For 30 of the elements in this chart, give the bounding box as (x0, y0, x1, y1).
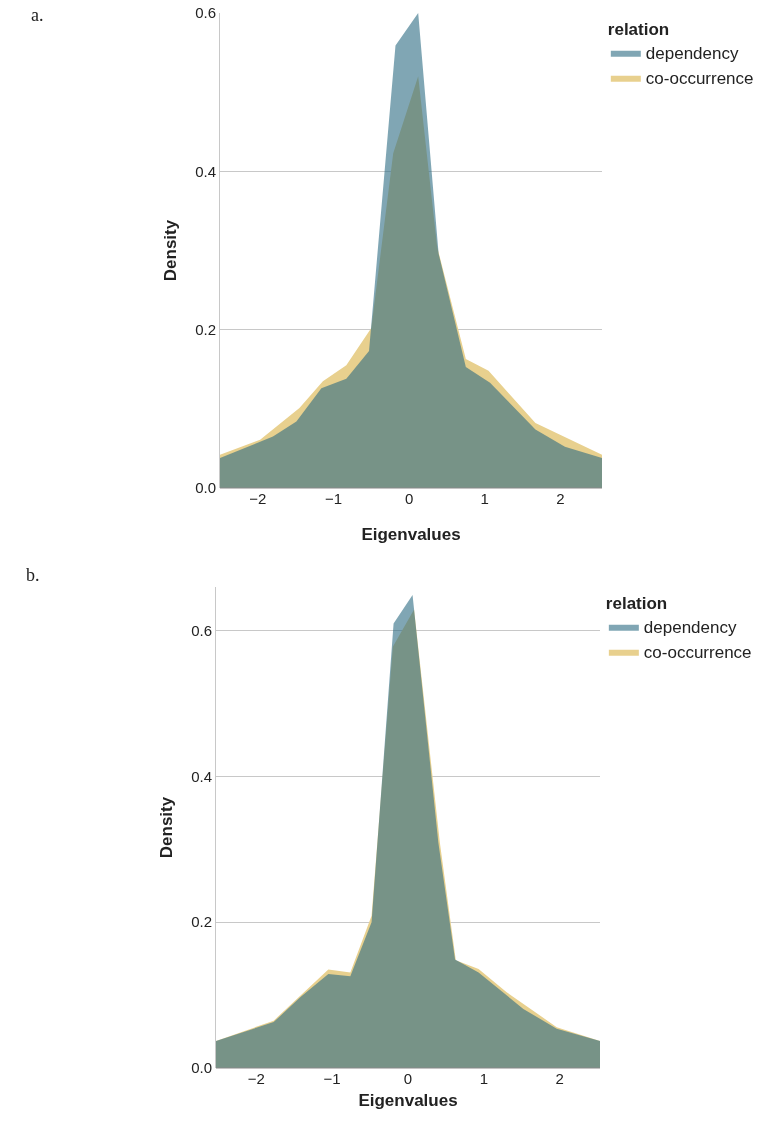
x-axis-title: Eigenvalues (361, 525, 461, 545)
legend-label: dependency (643, 618, 737, 638)
y-tick-label: 0.0 (191, 1059, 212, 1077)
x-axis-title: Eigenvalues (358, 1091, 458, 1111)
y-axis-title: Density (156, 796, 176, 859)
y-tick-label: 0.2 (191, 913, 212, 931)
legend-title: relation (607, 20, 670, 40)
text: b. (26, 565, 40, 585)
x-tick-label: 1 (479, 1070, 489, 1087)
x-tick-label: 2 (555, 1070, 564, 1087)
y-tick-label: 0.0 (195, 479, 216, 497)
x-tick-label: −1 (324, 490, 343, 507)
text: a. (31, 5, 44, 25)
legend-label: dependency (645, 44, 739, 64)
x-tick-label: 1 (480, 490, 489, 507)
x-tick-label: 0 (404, 490, 414, 507)
legend-title: relation (605, 594, 668, 614)
x-tick-label: −1 (323, 1070, 341, 1087)
x-tick-label: −2 (247, 1070, 265, 1087)
x-tick-label: 0 (403, 1070, 413, 1087)
y-tick-label: 0.4 (195, 162, 216, 180)
x-tick-label: 2 (556, 490, 565, 507)
y-tick-label: 0.2 (195, 320, 216, 338)
y-axis-title: Density (160, 219, 180, 282)
y-tick-label: 0.6 (191, 621, 212, 639)
y-tick-label: 0.4 (191, 767, 212, 785)
y-tick-label: 0.6 (195, 4, 216, 22)
x-tick-label: −2 (249, 490, 267, 507)
legend-label: co-occurrence (643, 643, 752, 663)
legend-label: co-occurrence (645, 69, 754, 89)
